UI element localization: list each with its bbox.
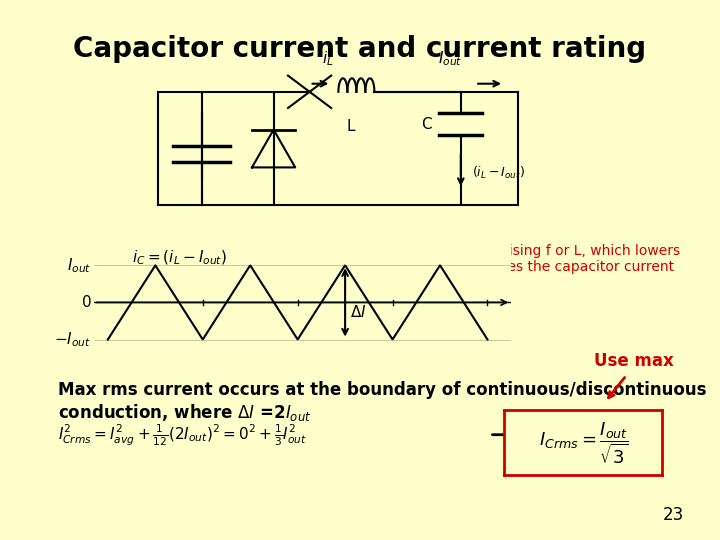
Text: C: C	[421, 117, 432, 132]
Text: Capacitor current and current rating: Capacitor current and current rating	[73, 35, 647, 63]
Text: $-I_{out}$: $-I_{out}$	[54, 330, 91, 349]
Text: $I_{out}$: $I_{out}$	[438, 49, 462, 68]
Text: Use max: Use max	[594, 352, 673, 370]
Text: $i_L$: $i_L$	[322, 49, 333, 68]
Text: 23: 23	[662, 506, 684, 524]
Text: Max rms current occurs at the boundary of continuous/discontinuous: Max rms current occurs at the boundary o…	[58, 381, 706, 399]
Text: $0$: $0$	[81, 294, 91, 310]
Text: $i_C = (i_L - I_{out})$: $i_C = (i_L - I_{out})$	[132, 248, 227, 267]
Text: conduction, where $\Delta I$ =2$I_{out}$: conduction, where $\Delta I$ =2$I_{out}$	[58, 402, 311, 423]
Text: $I_{out}$: $I_{out}$	[67, 256, 91, 275]
Text: L: L	[346, 119, 355, 134]
Text: Note – raising f or L, which lowers
ΔI, reduces the capacitor current: Note – raising f or L, which lowers ΔI, …	[446, 244, 680, 274]
Text: $(i_L - I_{out})$: $(i_L - I_{out})$	[472, 165, 525, 181]
Text: $I_{Crms} = \dfrac{I_{out}}{\sqrt{3}}$: $I_{Crms} = \dfrac{I_{out}}{\sqrt{3}}$	[539, 420, 628, 465]
Text: $\Delta I$: $\Delta I$	[350, 304, 366, 320]
Text: $I^2_{Crms} = I^2_{avg} + \frac{1}{12}(2I_{out})^2 = 0^2 + \frac{1}{3}I^2_{out}$: $I^2_{Crms} = I^2_{avg} + \frac{1}{12}(2…	[58, 422, 307, 448]
